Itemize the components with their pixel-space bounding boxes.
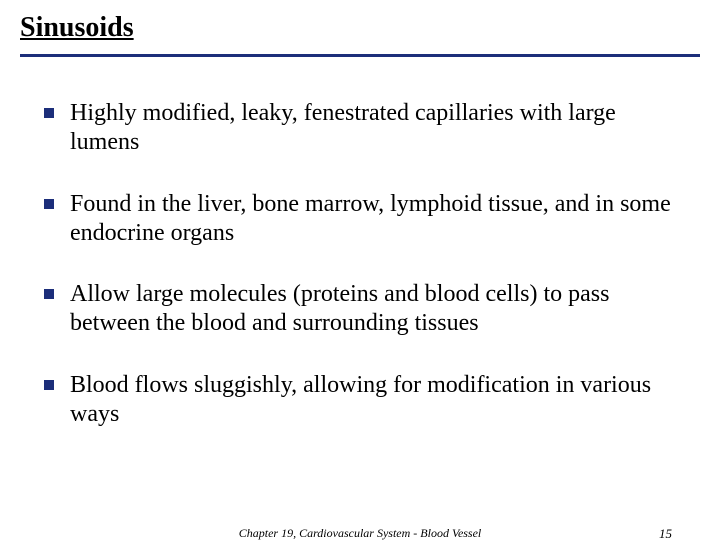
bullet-item: Blood flows sluggishly, allowing for mod… xyxy=(44,371,686,430)
bullet-item: Highly modified, leaky, fenestrated capi… xyxy=(44,99,686,158)
slide-title: Sinusoids xyxy=(20,12,700,44)
bullet-item: Allow large molecules (proteins and bloo… xyxy=(44,280,686,339)
footer-chapter-label: Chapter 19, Cardiovascular System - Bloo… xyxy=(239,526,482,541)
title-block: Sinusoids xyxy=(0,0,720,50)
slide: Sinusoids Highly modified, leaky, fenest… xyxy=(0,0,720,540)
bullet-item: Found in the liver, bone marrow, lymphoi… xyxy=(44,190,686,249)
content-area: Highly modified, leaky, fenestrated capi… xyxy=(0,57,720,429)
bullet-list: Highly modified, leaky, fenestrated capi… xyxy=(44,99,686,429)
